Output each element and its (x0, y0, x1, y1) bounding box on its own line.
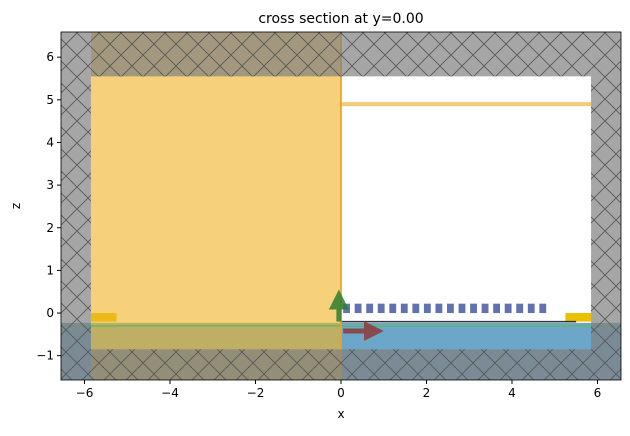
x-tick-label: 4 (508, 386, 516, 400)
grating-tooth (423, 303, 431, 314)
grating-tooth (366, 303, 374, 314)
grating-tooth (539, 303, 547, 314)
grating-tooth (447, 303, 454, 314)
x-tick-label: −4 (161, 386, 179, 400)
grating-tooth (481, 303, 489, 314)
plot-area (61, 32, 621, 380)
y-tick-label: 6 (46, 50, 54, 64)
grating-tooth (377, 303, 385, 314)
pml-hatch (90, 32, 592, 77)
x-axis-label: x (337, 407, 344, 421)
pml-hatch (90, 349, 592, 380)
grating-tooth (504, 303, 512, 314)
grating-tooth (516, 303, 524, 314)
grating-tooth (435, 303, 443, 314)
structure (90, 32, 341, 380)
grating-tooth (343, 303, 350, 314)
grating-tooth (493, 303, 501, 314)
y-tick-label: 0 (46, 306, 54, 320)
x-tick-label: 6 (594, 386, 602, 400)
grating-tooth (389, 303, 397, 314)
grating-tooth (470, 303, 477, 314)
x-tick-label: −2 (247, 386, 265, 400)
grating-tooth (527, 303, 535, 314)
y-tick-label: 4 (46, 135, 54, 149)
grating-tooth (412, 303, 420, 314)
y-tick-label: 1 (46, 263, 54, 277)
grating-tooth (458, 303, 466, 314)
pml-hatch (591, 32, 621, 380)
y-axis-label: z (9, 203, 23, 209)
x-tick-label: 2 (423, 386, 431, 400)
pml-hatch (61, 32, 91, 380)
y-tick-label: 5 (46, 93, 54, 107)
y-tick-label: 3 (46, 178, 54, 192)
x-tick-label: 0 (337, 386, 345, 400)
grating-tooth (354, 303, 362, 314)
y-tick-label: 2 (46, 221, 54, 235)
chart-title: cross section at y=0.00 (258, 11, 423, 27)
y-tick-label: −1 (36, 349, 54, 363)
x-tick-label: −6 (76, 386, 94, 400)
grating-tooth (400, 303, 408, 314)
structure (565, 313, 592, 322)
